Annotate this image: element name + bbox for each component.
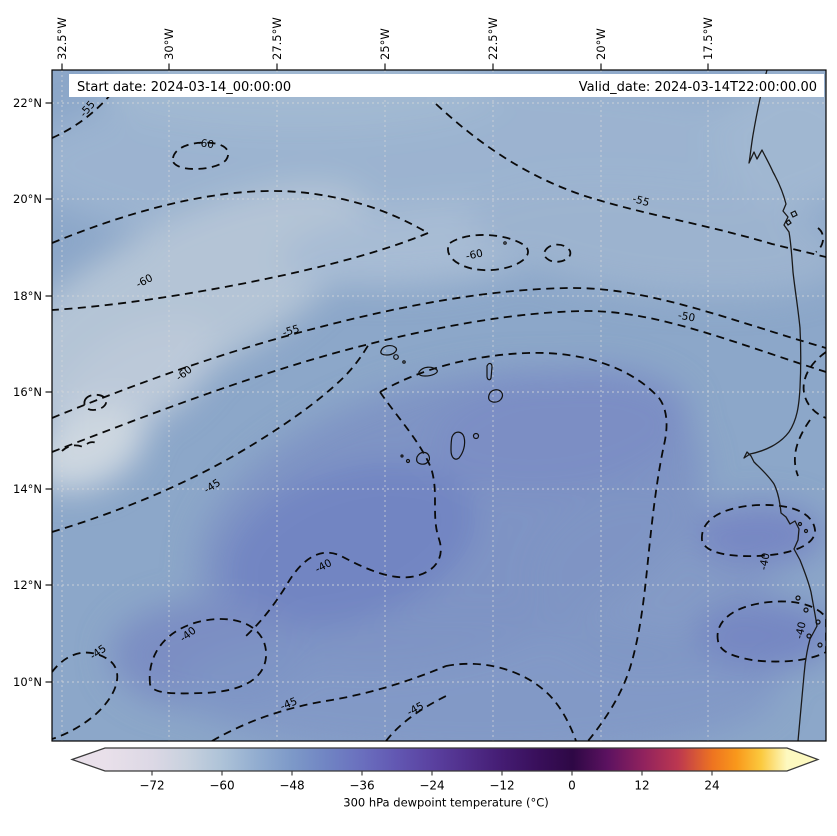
coastal-islet — [785, 219, 792, 226]
island — [393, 354, 399, 360]
coastal-islet — [797, 521, 803, 527]
island — [405, 458, 411, 464]
island — [488, 389, 504, 403]
coastal-islet — [790, 210, 798, 218]
start-date-text: Start date: 2024-03-14_00:00:00 — [77, 80, 291, 95]
contour-line — [52, 310, 826, 453]
contour-line — [148, 618, 267, 695]
contour-line — [385, 695, 447, 741]
contour-label: -45 — [279, 695, 299, 713]
y-tick-label: 22°N — [13, 96, 42, 110]
colorbar-label: 300 hPa dewpoint temperature (°C) — [343, 796, 548, 810]
x-tick-label: 22.5°W — [486, 17, 500, 60]
contour-line — [802, 351, 826, 419]
cape-verde-islands — [380, 241, 507, 465]
contour-line — [52, 343, 370, 533]
island — [486, 362, 493, 381]
contour-line — [86, 441, 100, 446]
colorbar-bar — [70, 747, 820, 772]
island — [418, 366, 438, 377]
island — [416, 451, 431, 465]
y-tick-label: 18°N — [13, 289, 42, 303]
x-axis: 32.5°W 30°W 27.5°W 25°W 22.5°W 20°W 17.5°W — [55, 17, 715, 70]
contour-line — [435, 103, 826, 258]
valid-date-text: Valid_date: 2024-03-14T22:00:00.00 — [579, 80, 817, 95]
island — [402, 360, 406, 364]
y-axis: 22°N 20°N 18°N 16°N 14°N 12°N 10°N — [13, 96, 52, 689]
contour-line — [701, 504, 816, 558]
contour-line — [52, 232, 429, 311]
colorbar: −72 −60 −48 −36 −24 −12 0 12 24 300 hPa dewpoint… — [70, 747, 820, 810]
coastal-islet — [803, 607, 809, 613]
coastline — [743, 70, 823, 741]
graticule — [52, 70, 826, 741]
coastal-islet — [817, 642, 823, 648]
x-tick-label: 30°W — [162, 28, 176, 60]
contour-line — [211, 665, 447, 741]
coastal-islet — [806, 633, 812, 639]
y-tick-label: 12°N — [13, 578, 42, 592]
contour-line — [379, 351, 668, 741]
contour-label: -55 — [631, 193, 651, 209]
coastal-islet — [815, 619, 821, 625]
island — [503, 241, 507, 245]
contour-line — [794, 419, 811, 477]
contour-label: -60 — [465, 247, 484, 262]
header-background — [69, 74, 824, 97]
colorbar-tick-label: 0 — [568, 779, 576, 793]
contour-line — [61, 444, 84, 452]
map-border — [51, 69, 827, 742]
contour-lines — [52, 83, 826, 741]
x-tick-label: 25°W — [378, 28, 392, 60]
contour-line — [543, 243, 572, 263]
colorbar-tick-label: 12 — [634, 779, 649, 793]
contour-line — [52, 83, 120, 139]
colorbar-tick-label: −24 — [419, 779, 444, 793]
contour-line — [52, 190, 429, 244]
contour-line — [815, 227, 824, 253]
coastal-islet — [795, 595, 801, 601]
colorbar-tick-label: 24 — [704, 779, 719, 793]
coastal-islet — [803, 528, 809, 534]
contour-label: -50 — [677, 310, 696, 325]
contour-label: -40 — [793, 621, 808, 640]
colorbar-tick-label: −12 — [489, 779, 514, 793]
y-tick-label: 10°N — [13, 675, 42, 689]
x-tick-label: 20°W — [594, 28, 608, 60]
colorbar-tick-label: −36 — [349, 779, 374, 793]
contour-line — [447, 234, 529, 271]
colorbar-tick-label: −60 — [209, 779, 234, 793]
africa-coastline — [743, 70, 818, 741]
contour-line — [52, 651, 119, 740]
x-tick-label: 27.5°W — [270, 17, 284, 60]
colorbar-tick-label: −72 — [139, 779, 164, 793]
island — [380, 345, 398, 356]
contour-label: -60 — [196, 137, 215, 151]
island — [450, 431, 466, 460]
header: Start date: 2024-03-14_00:00:00 Valid_da… — [69, 74, 824, 97]
island — [472, 432, 480, 440]
contour-label: -55 — [281, 323, 301, 339]
x-tick-label: 17.5°W — [701, 17, 715, 60]
contour-line — [83, 393, 108, 411]
contour-label: -40 — [758, 552, 773, 571]
x-tick-label: 32.5°W — [55, 17, 69, 60]
island — [400, 454, 404, 458]
contour-line — [52, 287, 826, 419]
contour-line — [445, 662, 577, 741]
colorbar-tick-label: −48 — [279, 779, 304, 793]
colorbar-ticks: −72 −60 −48 −36 −24 −12 0 12 24 — [139, 771, 720, 793]
map-field — [52, 70, 826, 741]
y-tick-label: 16°N — [13, 385, 42, 399]
y-tick-label: 14°N — [13, 482, 42, 496]
y-tick-label: 20°N — [13, 192, 42, 206]
contour-line — [171, 141, 230, 170]
